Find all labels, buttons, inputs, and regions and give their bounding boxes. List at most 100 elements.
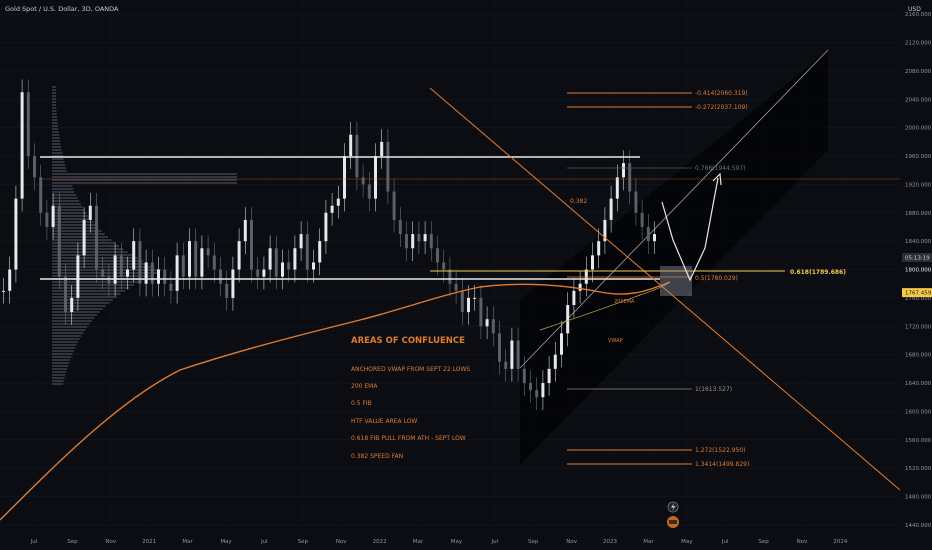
price-tick-label: 1680.000 (905, 353, 932, 359)
candle-body (200, 248, 204, 277)
volume-profile-bar (52, 125, 58, 127)
candle-body (411, 234, 415, 249)
time-tick-label: 2024 (833, 539, 847, 545)
time-tick-label: Mar (413, 539, 424, 545)
candle-body (646, 226, 650, 242)
candle-body (262, 269, 266, 277)
candle-body (281, 262, 284, 277)
candle-body (560, 333, 563, 355)
candle-body (33, 156, 36, 178)
time-tick-label: 2023 (603, 539, 617, 545)
candle-body (138, 241, 142, 284)
fib-label-1272: 1.272(1522.950) (695, 447, 746, 454)
volume-profile-bar (52, 293, 121, 295)
descending-trendline (429, 87, 900, 491)
candle-body (398, 219, 402, 235)
volume-profile-bar (52, 179, 237, 181)
time-tick-label: Mar (643, 539, 654, 545)
event-icons[interactable] (667, 501, 679, 528)
candle-body (305, 234, 309, 270)
volume-profile-bar (52, 332, 84, 334)
volume-profile-bar (52, 194, 77, 196)
volume-profile-bar (52, 377, 65, 379)
candle-body (485, 319, 489, 327)
candle-body (510, 340, 514, 369)
volume-profile-bar (52, 92, 56, 94)
volume-profile-bar (52, 152, 63, 154)
volume-profile-bar (52, 317, 95, 319)
volume-profile-bar (52, 359, 71, 361)
volume-profile-bar (52, 161, 65, 163)
volume-profile-bar (52, 224, 96, 226)
volume-profile-bar (52, 155, 63, 157)
candle-body (95, 205, 98, 270)
volume-profile-bar (52, 89, 56, 91)
time-tick-label: May (451, 539, 463, 545)
candle-body (491, 319, 495, 334)
candle-body (522, 368, 526, 384)
candle-body (417, 234, 421, 242)
candle-body (448, 269, 452, 284)
volume-profile-bar (52, 143, 61, 145)
volume-profile-bar (52, 323, 90, 325)
candle-body (535, 390, 539, 398)
volume-profile-bar (52, 335, 82, 337)
candle-body (361, 177, 365, 185)
channel-upper-line (519, 49, 829, 369)
candle-body (144, 262, 148, 284)
volume-profile-bar (52, 374, 66, 376)
candle-body (324, 212, 328, 242)
price-tick-label: 1440.000 (905, 523, 932, 529)
volume-profile-bar (52, 170, 67, 172)
candle-body (634, 191, 638, 213)
time-axis[interactable]: Jul Sep Nov 2021 Mar May Jul Sep Nov 2022 Mar May Ju… (30, 539, 848, 545)
fib-label-0414: -0.414(2060.319) (695, 90, 748, 97)
volume-profile-bar (52, 191, 75, 193)
candles (2, 79, 656, 410)
candle-body (504, 361, 508, 369)
candle-body (225, 283, 229, 298)
volume-profile-bar (52, 269, 161, 271)
price-tick-label: 1720.000 (905, 324, 932, 330)
candle-body (88, 205, 92, 220)
volume-profile-bar (52, 140, 61, 142)
candle-body (591, 255, 594, 270)
candle-body (70, 297, 74, 313)
volume-profile-bar (52, 215, 89, 217)
candle-body (150, 262, 154, 284)
volume-profile-bar (52, 188, 74, 190)
volume-profile-bar (52, 164, 66, 166)
volume-profile (52, 86, 237, 385)
volume-profile-bar (52, 353, 73, 355)
volume-profile-bar (52, 263, 149, 265)
volume-profile-bar (52, 131, 59, 133)
price-tick-label: 1480.000 (905, 495, 932, 501)
candle-body (516, 340, 520, 369)
candle-body (312, 262, 315, 270)
volume-profile-bar (52, 251, 128, 253)
volume-profile-bar (52, 206, 83, 208)
candle-body (231, 269, 235, 298)
time-tick-label: Sep (758, 539, 769, 545)
candle-body (429, 234, 433, 249)
volume-profile-bar (52, 314, 97, 316)
volume-profile-bar (52, 272, 157, 274)
dividend-glyph-icon (669, 520, 677, 524)
candle-body (386, 141, 390, 192)
candle-body (529, 383, 532, 391)
volume-profile-bar (52, 284, 135, 286)
candle-body (336, 198, 340, 206)
candle-body (380, 141, 384, 157)
time-tick-label: 2022 (373, 539, 387, 545)
projected-path (661, 177, 719, 282)
price-tick-label: 2080.000 (905, 69, 932, 75)
price-tick-label: 2000.000 (905, 126, 932, 132)
candle-body (181, 255, 185, 277)
volume-profile-bar (52, 137, 60, 139)
candle-body (163, 269, 167, 284)
price-tick-label: 1920.000 (905, 182, 932, 188)
candle-body (343, 156, 346, 199)
price-scale[interactable]: USD 2160.000 2120.000 2080.000 2040.000 2000… (905, 6, 932, 529)
volume-profile-bar (52, 173, 237, 175)
